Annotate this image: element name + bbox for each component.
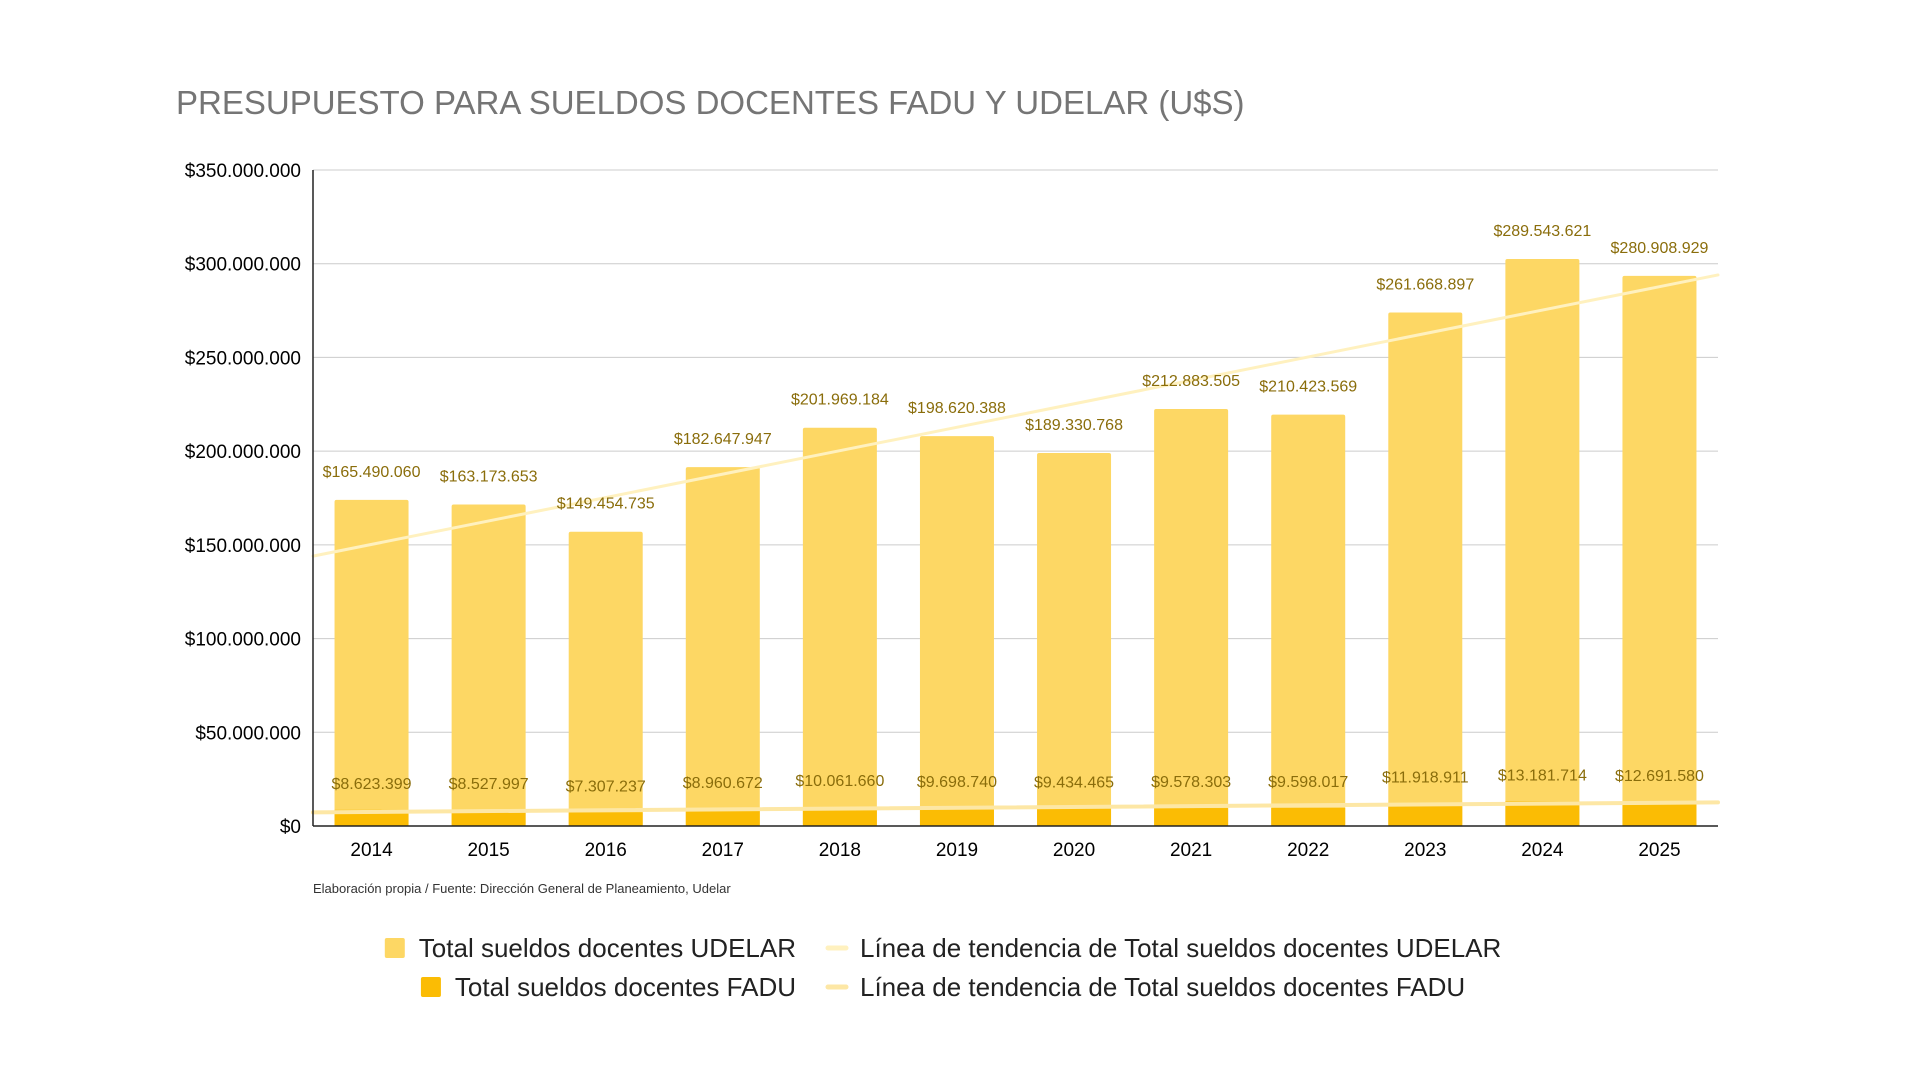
data-labels: $165.490.060 $8.623.399 $163.173.653 $8.527… [323,223,1709,795]
y-tick-label: $350.000.000 [185,161,301,182]
data-label-fadu: $13.181.714 [1498,767,1587,784]
legend-swatch [420,977,441,997]
chart-title: PRESUPUESTO PARA SUELDOS DOCENTES FADU Y… [176,84,1245,121]
data-label-fadu: $12.691.580 [1615,768,1704,785]
data-label-fadu: $8.527.997 [449,776,529,793]
y-tick-label: $250.000.000 [185,348,301,369]
bar-fadu [568,812,643,826]
legend: Total sueldos docentes UDELAR Línea de te… [384,933,1501,1002]
x-axis-ticks: 2014 2015 2016 2017 2018 2019 2020 2021 2022 2023… [350,840,1680,861]
y-tick-label: $150.000.000 [185,536,301,557]
bar-udelar [1271,414,1346,826]
data-label-udelar: $182.647.947 [674,431,772,448]
data-label-udelar: $165.490.060 [323,464,421,481]
data-label-fadu: $8.960.672 [683,775,763,792]
y-tick-label: $200.000.000 [185,442,301,463]
bar-udelar [451,504,526,826]
bar-udelar [1505,259,1580,826]
trendline-fadu [311,800,1720,815]
legend-label: Total sueldos docentes UDELAR [419,933,796,963]
x-tick-label: 2025 [1638,840,1680,861]
bar-udelar [1622,275,1697,826]
data-label-udelar: $189.330.768 [1025,417,1123,434]
source-note: Elaboración propia / Fuente: Dirección G… [313,881,731,896]
bars [334,259,1697,827]
data-label-udelar: $210.423.569 [1259,379,1357,396]
y-tick-label: $0 [280,817,301,838]
x-tick-label: 2019 [936,840,978,861]
trendline-udelar [311,273,1720,558]
legend-label: Total sueldos docentes FADU [455,972,796,1002]
bar-fadu [1037,808,1112,826]
data-label-fadu: $11.918.911 [1382,770,1469,787]
bar-fadu [1271,808,1346,826]
bar-udelar [685,467,760,826]
data-label-udelar: $163.173.653 [440,469,538,486]
data-label-udelar: $212.883.505 [1142,373,1240,390]
legend-label: Línea de tendencia de Total sueldos doce… [860,933,1501,963]
bar-fadu [451,810,526,826]
bar-udelar [802,427,877,826]
y-tick-label: $100.000.000 [185,630,301,651]
data-label-udelar: $261.668.897 [1376,276,1474,293]
gridlines [313,169,1718,733]
x-tick-label: 2014 [350,840,393,861]
x-tick-label: 2017 [702,840,744,861]
bar-fadu [919,807,994,826]
data-label-fadu: $10.061.660 [795,773,884,790]
y-tick-label: $50.000.000 [195,723,301,744]
x-tick-label: 2018 [819,840,861,861]
axes [312,170,1718,827]
x-tick-label: 2021 [1170,840,1212,861]
x-tick-label: 2020 [1053,840,1095,861]
legend-swatch [384,938,405,958]
y-tick-label: $300.000.000 [185,255,301,276]
bar-udelar [1037,453,1112,826]
bar-fadu [1154,808,1229,826]
data-label-fadu: $9.698.740 [917,774,997,791]
bar-fadu [802,807,877,826]
data-label-udelar: $289.543.621 [1493,223,1591,240]
data-label-fadu: $9.578.303 [1151,774,1231,791]
data-label-udelar: $149.454.735 [557,496,655,513]
x-tick-label: 2022 [1287,840,1329,861]
x-tick-label: 2023 [1404,840,1446,861]
bar-udelar [334,499,409,826]
x-tick-label: 2015 [467,840,509,861]
data-label-fadu: $8.623.399 [332,776,412,793]
bar-udelar [919,436,994,826]
bar-fadu [1622,802,1697,826]
data-label-fadu: $7.307.237 [566,778,646,795]
x-tick-label: 2016 [585,840,627,861]
bar-fadu [685,809,760,826]
data-label-udelar: $198.620.388 [908,400,1006,417]
bar-udelar [1154,408,1229,826]
data-label-udelar: $201.969.184 [791,392,889,409]
trendlines [311,273,1720,815]
x-tick-label: 2024 [1521,840,1564,861]
bar-fadu [1388,803,1463,826]
data-label-fadu: $9.434.465 [1034,774,1114,791]
legend-label: Línea de tendencia de Total sueldos doce… [860,972,1465,1002]
data-label-udelar: $280.908.929 [1611,240,1709,257]
y-axis-ticks: $0 $50.000.000 $100.000.000 $150.000.000 $20… [185,161,301,838]
data-label-fadu: $9.598.017 [1268,774,1348,791]
bar-udelar [568,531,643,826]
bar-udelar [1388,312,1463,827]
